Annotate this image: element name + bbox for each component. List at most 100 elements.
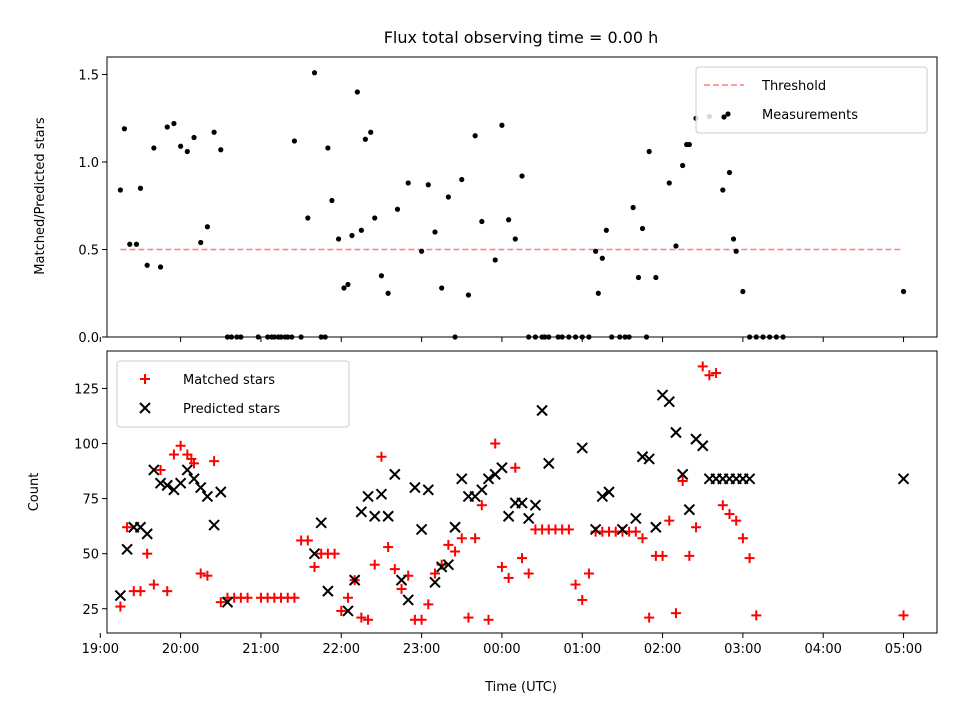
measurement-point — [559, 334, 565, 340]
measurement-point — [358, 227, 364, 233]
top-y-axis-label: Matched/Predicted stars — [33, 117, 48, 275]
matched-point — [496, 561, 507, 572]
measurement-point — [255, 334, 261, 340]
measurement-point — [368, 129, 374, 135]
measurement-point — [459, 176, 465, 183]
measurement-point — [127, 241, 133, 247]
measurement-point — [121, 126, 128, 132]
matched-point — [342, 592, 353, 603]
predicted-point — [148, 464, 160, 476]
predicted-point — [476, 484, 488, 496]
legend-box — [116, 360, 350, 428]
y-tick-label: 75 — [82, 493, 99, 508]
measurement-point — [532, 334, 538, 340]
predicted-point — [121, 543, 133, 555]
matched-point — [202, 570, 213, 581]
predicted-point — [643, 453, 655, 465]
measurement-point — [666, 180, 672, 186]
matched-point — [731, 515, 742, 526]
measurement-point — [204, 224, 211, 230]
predicted-point — [141, 528, 153, 540]
predicted-point — [389, 468, 401, 481]
predicted-point — [395, 574, 408, 586]
measurement-point — [579, 334, 585, 340]
measurement-point — [291, 138, 298, 144]
predicted-point — [369, 510, 381, 522]
matched-point — [389, 564, 400, 575]
plot-frame — [106, 350, 938, 634]
matched-point — [443, 539, 454, 550]
predicted-point — [342, 605, 354, 617]
predicted-point — [630, 512, 642, 525]
measurement-point — [572, 334, 579, 340]
matched-point — [463, 612, 474, 623]
measurement-point — [164, 124, 170, 130]
measurement-point — [593, 248, 599, 254]
matched-point — [470, 533, 481, 544]
matched-point — [523, 568, 534, 579]
matched-point — [630, 526, 641, 537]
predicted-point — [516, 497, 528, 509]
predicted-point — [382, 510, 394, 522]
legend-label: Threshold — [761, 79, 826, 94]
matched-point — [737, 533, 748, 544]
predicted-point — [355, 506, 368, 518]
measurement-point — [285, 334, 291, 340]
predicted-point — [482, 473, 495, 485]
matched-point — [450, 546, 461, 557]
measurement-point — [773, 334, 779, 340]
matched-point — [115, 601, 126, 612]
predicted-point — [529, 499, 542, 511]
measurement-point — [184, 148, 190, 155]
matched-point — [376, 451, 387, 462]
measurement-point — [228, 334, 235, 340]
predicted-point — [188, 473, 200, 485]
predicted-point — [429, 576, 441, 589]
measurement-point — [767, 334, 773, 340]
matched-point — [898, 610, 909, 621]
x-tick-label: 22:00 — [323, 642, 360, 657]
legend-measurement-key — [721, 114, 727, 120]
predicted-point — [402, 594, 414, 606]
x-tick-label: 03:00 — [724, 642, 761, 657]
predicted-point — [576, 442, 588, 454]
measurement-point — [746, 334, 753, 340]
matched-point — [476, 500, 487, 511]
predicted-point — [676, 468, 689, 481]
measurement-point — [630, 204, 636, 211]
bottom-y-axis-label: Count — [27, 473, 42, 512]
matched-point — [684, 550, 695, 561]
matched-point — [691, 522, 702, 533]
matched-point — [135, 586, 146, 597]
measurement-point — [472, 133, 478, 139]
matched-point — [483, 614, 494, 625]
predicted-point — [114, 589, 127, 602]
y-tick-label: 0.0 — [78, 331, 99, 346]
predicted-point — [502, 510, 515, 522]
matched-point — [704, 370, 715, 381]
predicted-point — [603, 486, 615, 498]
predicted-point — [308, 547, 321, 560]
matched-point — [209, 456, 220, 467]
predicted-point — [522, 512, 535, 525]
predicted-point — [536, 404, 548, 417]
matched-point — [242, 592, 253, 603]
predicted-point — [697, 440, 709, 452]
x-tick-label: 01:00 — [564, 642, 601, 657]
measurement-point — [609, 334, 615, 340]
measurement-point — [512, 236, 518, 242]
measurement-point — [499, 122, 505, 128]
measurement-point — [726, 169, 733, 176]
measurement-point — [452, 334, 458, 340]
predicted-point — [161, 479, 173, 492]
matched-point — [122, 522, 133, 533]
measurement-point — [445, 194, 451, 200]
predicted-point — [201, 490, 214, 503]
matched-point — [336, 605, 347, 616]
measurement-point — [318, 334, 324, 340]
measurement-point — [526, 334, 532, 340]
matched-point — [302, 535, 313, 546]
matched-point — [670, 608, 681, 619]
measurement-point — [133, 241, 140, 247]
chart-title: Flux total observing time = 0.00 h — [384, 28, 659, 47]
